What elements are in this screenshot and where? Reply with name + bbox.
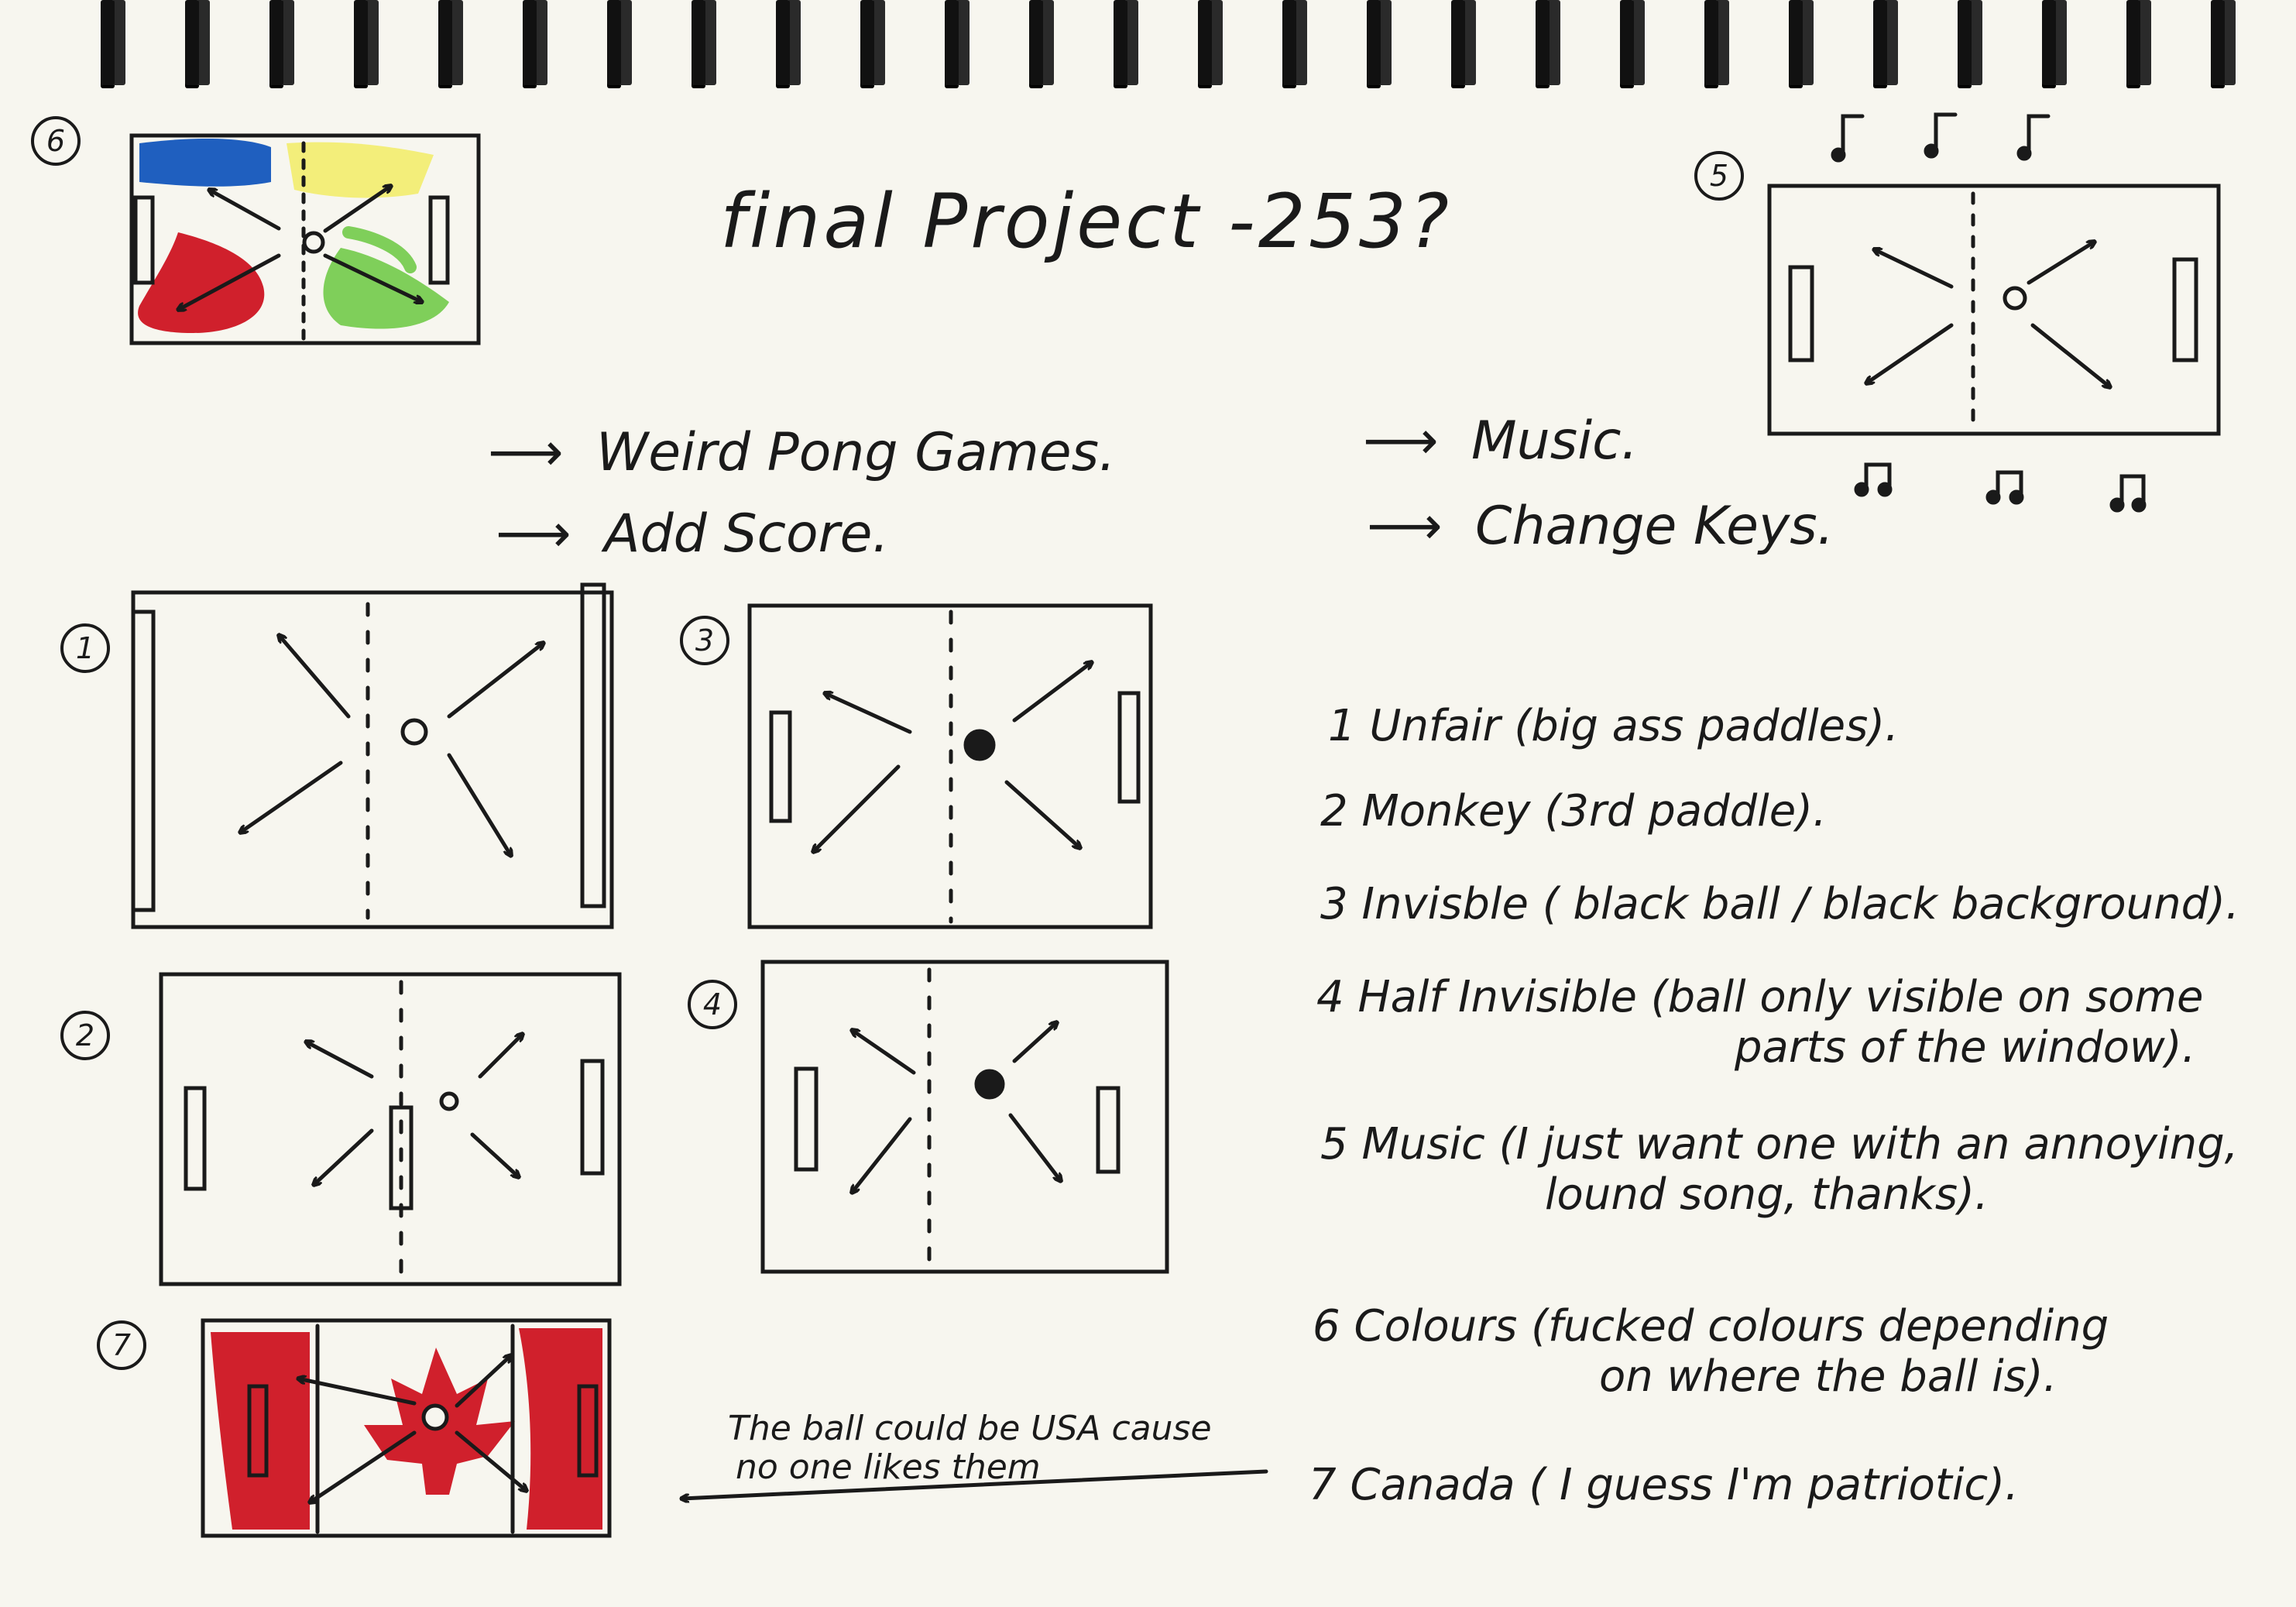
spiral-ring: [1620, 0, 1634, 85]
usa-arrow-icon: [679, 1469, 1268, 1499]
sketch-6-colours: [129, 133, 481, 345]
sketch-number-2: 2: [60, 1011, 110, 1060]
list-item-desc: (ball only visible on some: [1650, 972, 2204, 1022]
list-item-7: 7 Canada ( I guess I'm patriotic).: [1309, 1460, 2019, 1510]
list-item-5: 5 Music (I just want one with an annoyin…: [1320, 1119, 2238, 1220]
spiral-ring: [438, 0, 452, 85]
spiral-ring: [1451, 0, 1465, 85]
list-item-number: 6: [1313, 1301, 1340, 1351]
list-item-desc-cont: parts of the window).: [1735, 1022, 2196, 1073]
list-item-number: 7: [1309, 1460, 1337, 1510]
spiral-ring: [1704, 0, 1718, 85]
usa-note: The ball could be USA cause no one likes…: [728, 1410, 1212, 1487]
sketch-3-invisible: [747, 603, 1153, 929]
list-item-number: 4: [1316, 972, 1344, 1022]
spiral-ring: [945, 0, 959, 85]
spiral-ring: [1536, 0, 1550, 85]
spiral-ring: [269, 0, 283, 85]
spiral-ring: [185, 0, 199, 85]
list-item-desc: (3rd paddle).: [1544, 786, 1827, 836]
spiral-ring: [1282, 0, 1296, 85]
list-item-desc-cont: lound song, thanks).: [1545, 1169, 1989, 1220]
sketch-number-5: 5: [1694, 151, 1744, 201]
spiral-ring: [523, 0, 537, 85]
spiral-ring: [692, 0, 705, 85]
arrow-icon: ⟶: [1363, 410, 1439, 472]
sketch-number-4: 4: [688, 980, 737, 1029]
list-item-name: Music: [1361, 1119, 1485, 1169]
list-item-name: Half Invisible: [1357, 972, 1637, 1022]
note-weird-pong-text: Weird Pong Games.: [596, 422, 1116, 483]
list-item-number: 1: [1328, 701, 1356, 751]
list-item-desc: (fucked colours depending: [1531, 1301, 2109, 1351]
spiral-ring: [1198, 0, 1212, 85]
list-item-name: Canada: [1350, 1460, 1515, 1510]
list-item-desc: (big ass paddles).: [1514, 701, 1899, 751]
music-note-icon: [1831, 112, 2147, 513]
spiral-ring: [1114, 0, 1127, 85]
sketch-number-7: 7: [97, 1320, 146, 1370]
list-item-name: Colours: [1354, 1301, 1518, 1351]
spiral-ring: [2211, 0, 2225, 85]
spiral-ring: [776, 0, 790, 85]
note-music-text: Music.: [1471, 410, 1639, 472]
sketch-7-canada: [201, 1318, 612, 1538]
list-item-2: 2 Monkey (3rd paddle).: [1320, 786, 1827, 836]
list-item-desc: (I just want one with an annoying,: [1498, 1119, 2239, 1169]
sketch-number-1: 1: [60, 623, 110, 673]
spiral-binding: [0, 0, 2296, 93]
note-change-keys-text: Change Keys.: [1475, 496, 1834, 557]
list-item-desc-cont: on where the ball is).: [1599, 1351, 2057, 1402]
sketch-1-unfair: [131, 582, 614, 929]
list-item-number: 3: [1320, 879, 1348, 929]
sketch-2-monkey: [159, 972, 622, 1286]
usa-note-line-1: The ball could be USA cause: [728, 1409, 1212, 1448]
sketch-number-3: 3: [680, 616, 729, 665]
list-item-name: Monkey: [1361, 786, 1531, 836]
sketch-number-6: 6: [31, 116, 81, 166]
spiral-ring: [1958, 0, 1972, 85]
sketch-5-music: [1767, 184, 2221, 436]
list-item-number: 5: [1320, 1119, 1348, 1169]
spiral-ring: [1789, 0, 1803, 85]
arrow-icon: ⟶: [1367, 496, 1443, 557]
sketch-4-half-invisible: [760, 960, 1169, 1274]
spiral-ring: [354, 0, 368, 85]
list-item-3: 3 Invisble ( black ball / black backgrou…: [1320, 879, 2239, 929]
note-weird-pong: ⟶ Weird Pong Games.: [488, 422, 1116, 483]
list-item-desc: ( I guess I'm patriotic).: [1529, 1460, 2019, 1510]
spiral-ring: [2042, 0, 2056, 85]
list-item-number: 2: [1320, 786, 1348, 836]
list-item-6: 6 Colours (fucked colours depending on w…: [1313, 1301, 2109, 1402]
usa-note-line-2: no one likes them: [736, 1447, 1041, 1487]
page-title: final Project -253?: [720, 178, 1452, 265]
spiral-ring: [101, 0, 115, 85]
list-item-name: Unfair: [1369, 701, 1501, 751]
note-change-keys: ⟶ Change Keys.: [1367, 496, 1834, 557]
note-music: ⟶ Music.: [1363, 410, 1638, 472]
list-item-desc: ( black ball / black background).: [1542, 879, 2239, 929]
arrow-icon: ⟶: [496, 503, 571, 565]
spiral-ring: [1367, 0, 1381, 85]
spiral-ring: [860, 0, 874, 85]
arrow-icon: ⟶: [488, 422, 564, 483]
spiral-ring: [1029, 0, 1043, 85]
spiral-ring: [2126, 0, 2140, 85]
note-add-score: ⟶ Add Score.: [496, 503, 889, 565]
spiral-ring: [607, 0, 621, 85]
list-item-4: 4 Half Invisible (ball only visible on s…: [1316, 972, 2203, 1073]
note-add-score-text: Add Score.: [604, 503, 890, 565]
spiral-ring: [1873, 0, 1887, 85]
list-item-1: 1 Unfair (big ass paddles).: [1328, 701, 1899, 751]
list-item-name: Invisble: [1361, 879, 1529, 929]
